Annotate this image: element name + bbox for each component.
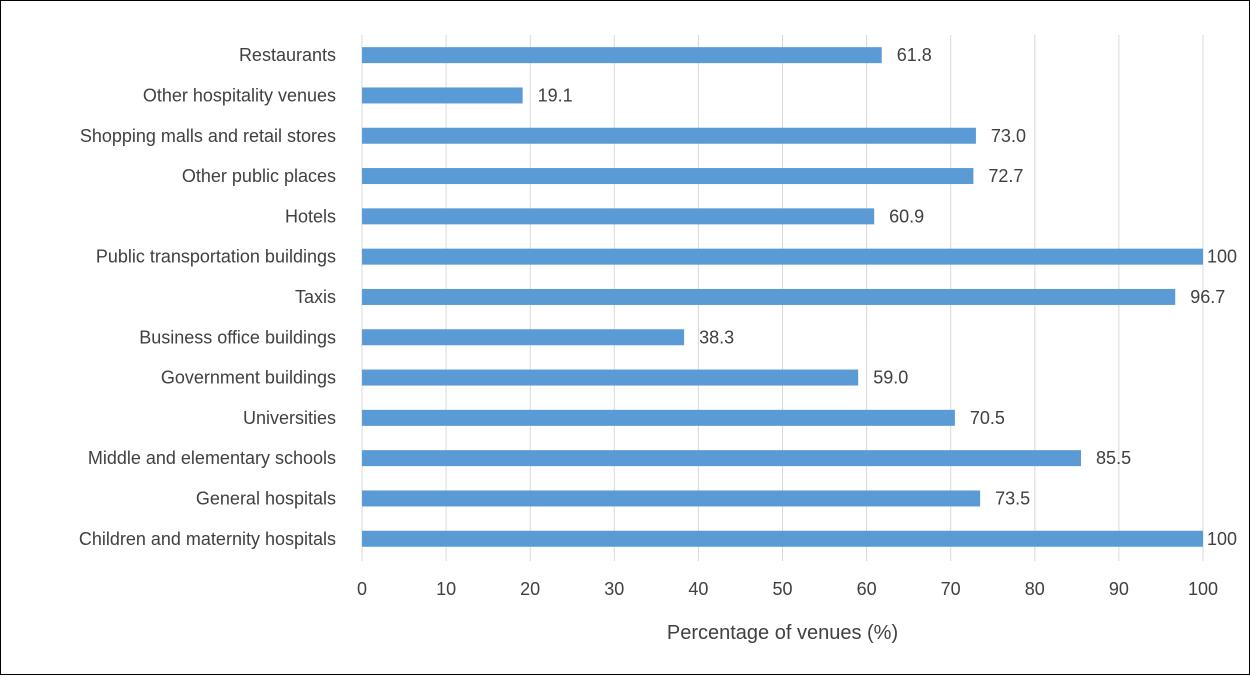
value-label: 60.9 (889, 206, 924, 226)
value-label: 85.5 (1096, 448, 1131, 468)
category-label: Shopping malls and retail stores (80, 126, 336, 146)
bar (362, 248, 1203, 265)
value-label: 100 (1207, 247, 1237, 267)
value-label: 100 (1207, 529, 1237, 549)
bar (362, 530, 1203, 547)
category-label: Other hospitality venues (143, 85, 336, 105)
bar (362, 127, 976, 144)
bar (362, 168, 974, 185)
x-tick-label: 90 (1109, 579, 1129, 599)
bar (362, 47, 882, 64)
x-tick-label: 0 (357, 579, 367, 599)
category-label: Children and maternity hospitals (79, 529, 336, 549)
x-tick-label: 40 (688, 579, 708, 599)
category-label: Hotels (285, 206, 336, 226)
bar (362, 329, 685, 346)
category-label: Public transportation buildings (96, 247, 336, 267)
x-tick-label: 30 (604, 579, 624, 599)
category-label: Taxis (295, 287, 336, 307)
x-tick-label: 60 (857, 579, 877, 599)
bar (362, 369, 859, 386)
value-label: 19.1 (538, 85, 573, 105)
value-label: 59.0 (873, 368, 908, 388)
category-label: Restaurants (239, 45, 336, 65)
category-label: Government buildings (161, 368, 336, 388)
value-label: 96.7 (1190, 287, 1225, 307)
value-label: 70.5 (970, 408, 1005, 428)
bar (362, 450, 1082, 467)
x-tick-label: 80 (1025, 579, 1045, 599)
category-label: Universities (243, 408, 336, 428)
bar (362, 87, 523, 104)
x-tick-labels: 0 10 20 30 40 50 60 70 80 90 100 (357, 579, 1218, 599)
value-label: 38.3 (699, 327, 734, 347)
x-tick-label: 70 (941, 579, 961, 599)
x-tick-label: 10 (436, 579, 456, 599)
bar (362, 208, 875, 225)
value-label: 73.0 (991, 126, 1026, 146)
x-tick-label: 20 (520, 579, 540, 599)
category-label: Business office buildings (139, 327, 336, 347)
value-label: 61.8 (897, 45, 932, 65)
category-label: General hospitals (196, 488, 336, 508)
value-labels: 61.8 19.1 73.0 72.7 60.9 100 96.7 38.3 59.0 70.5 8… (538, 45, 1237, 549)
x-tick-label: 100 (1188, 579, 1218, 599)
value-label: 73.5 (995, 488, 1030, 508)
value-label: 72.7 (988, 166, 1023, 186)
category-label: Middle and elementary schools (88, 448, 336, 468)
bar (362, 409, 955, 426)
bar (362, 490, 981, 507)
bar (362, 288, 1176, 305)
category-label: Other public places (182, 166, 336, 186)
x-axis-title: Percentage of venues (%) (667, 622, 898, 644)
x-tick-label: 50 (772, 579, 792, 599)
bars (362, 47, 1203, 547)
category-labels: Restaurants Other hospitality venues Shopp… (79, 45, 336, 549)
